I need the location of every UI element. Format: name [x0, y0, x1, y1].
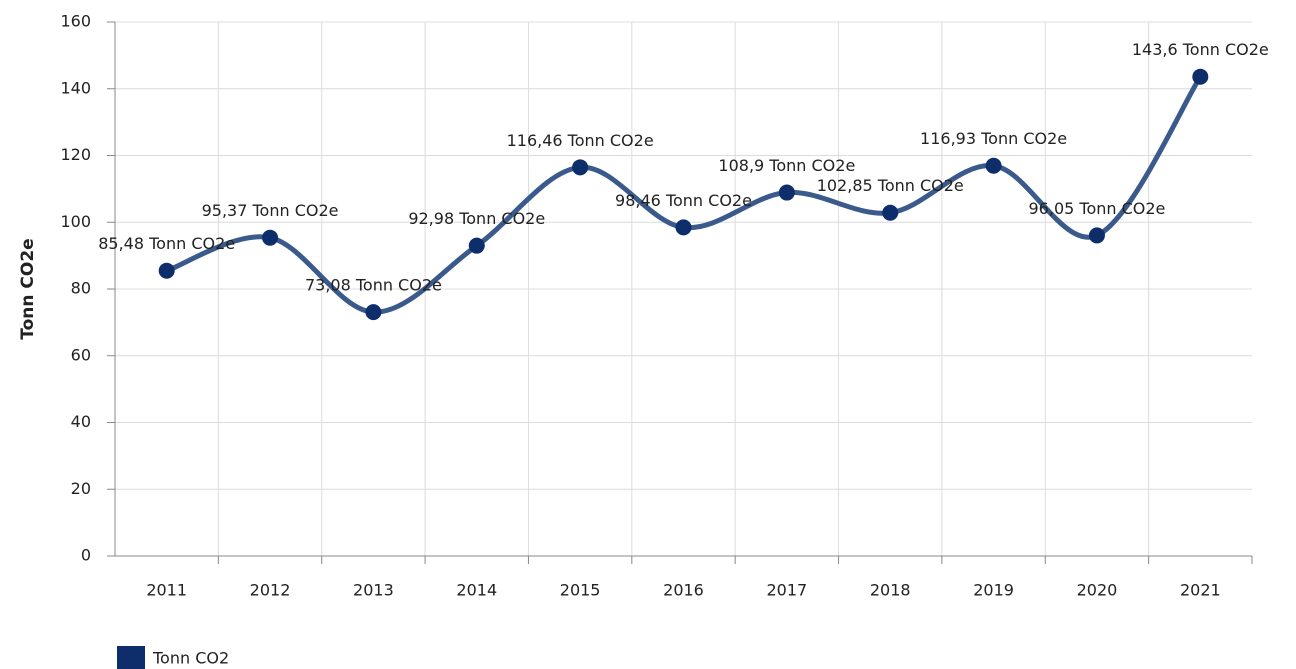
- x-tick-label: 2016: [663, 581, 704, 600]
- y-tick-label: 20: [71, 479, 91, 498]
- point: [675, 219, 692, 236]
- point: [365, 304, 382, 321]
- data-label: 95,37 Tonn CO2e: [202, 201, 339, 220]
- data-label: 92,98 Tonn CO2e: [408, 209, 545, 228]
- data-label: 85,48 Tonn CO2e: [98, 234, 235, 253]
- x-tick-label: 2014: [456, 581, 497, 600]
- x-tick-label: 2019: [973, 581, 1014, 600]
- data-label: 143,6 Tonn CO2e: [1132, 40, 1269, 59]
- data-label: 108,9 Tonn CO2e: [718, 156, 855, 175]
- y-tick-label: 120: [60, 145, 91, 164]
- data-label: 98,46 Tonn CO2e: [615, 191, 752, 210]
- y-tick-label: 100: [60, 212, 91, 231]
- x-tick-label: 2013: [353, 581, 394, 600]
- data-label: 102,85 Tonn CO2e: [817, 176, 964, 195]
- point: [262, 229, 279, 246]
- x-tick-label: 2012: [250, 581, 291, 600]
- point: [985, 157, 1002, 174]
- y-tick-label: 0: [81, 546, 91, 565]
- point: [778, 184, 795, 201]
- y-tick-label: 80: [71, 279, 91, 298]
- data-label: 116,93 Tonn CO2e: [920, 129, 1067, 148]
- data-label: 116,46 Tonn CO2e: [507, 131, 654, 150]
- point: [1088, 227, 1105, 244]
- data-label: 73,08 Tonn CO2e: [305, 276, 442, 295]
- legend-label: Tonn CO2: [152, 649, 229, 668]
- point: [572, 159, 589, 176]
- point: [468, 237, 485, 254]
- point: [158, 262, 175, 279]
- y-tick-label: 40: [71, 412, 91, 431]
- y-tick-label: 140: [60, 78, 91, 97]
- x-tick-label: 2021: [1180, 581, 1221, 600]
- point: [882, 204, 899, 221]
- x-tick-label: 2020: [1077, 581, 1118, 600]
- x-tick-label: 2015: [560, 581, 601, 600]
- x-tick-label: 2017: [767, 581, 808, 600]
- data-label: 96,05 Tonn CO2e: [1029, 199, 1166, 218]
- y-tick-label: 160: [60, 12, 91, 31]
- legend-swatch: [117, 646, 145, 669]
- point: [1192, 68, 1209, 85]
- y-tick-label: 60: [71, 345, 91, 364]
- x-tick-label: 2018: [870, 581, 911, 600]
- x-tick-label: 2011: [146, 581, 187, 600]
- y-axis-title: Tonn CO2e: [18, 238, 38, 339]
